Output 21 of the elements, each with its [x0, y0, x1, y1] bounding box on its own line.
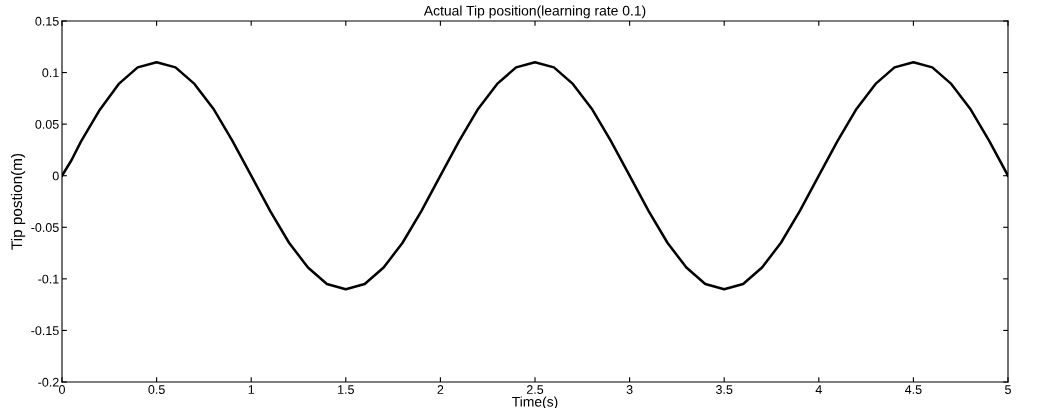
x-tick-label: 3.5	[715, 385, 733, 394]
y-tick-label: 0.1	[42, 68, 59, 78]
y-tick-label: -0.15	[31, 326, 59, 336]
y-tick-label: -0.2	[38, 377, 59, 387]
x-tick-label: 4	[815, 385, 822, 394]
x-tick-label: 1	[248, 385, 255, 394]
x-tick-label: 0	[59, 385, 65, 394]
x-tick-label: 5	[1005, 385, 1011, 394]
chart-title: Actual Tip position(learning rate 0.1)	[423, 5, 646, 19]
x-tick-label: 1.5	[338, 385, 354, 394]
y-tick-label: 0.15	[35, 16, 59, 26]
y-axis-title: Tip postion(m)	[10, 153, 26, 250]
x-tick-label: 2.5	[526, 385, 544, 394]
y-tick-label: -0.1	[38, 274, 59, 284]
y-tick-label: 0.05	[35, 119, 59, 129]
x-tick-label: 4.5	[905, 385, 922, 394]
y-tick-label: 0	[52, 171, 59, 181]
x-tick-label: 3	[626, 385, 633, 394]
y-tick-label: -0.05	[31, 223, 59, 232]
x-tick-label: 2	[437, 385, 444, 394]
x-tick-label: 0.5	[148, 385, 165, 394]
